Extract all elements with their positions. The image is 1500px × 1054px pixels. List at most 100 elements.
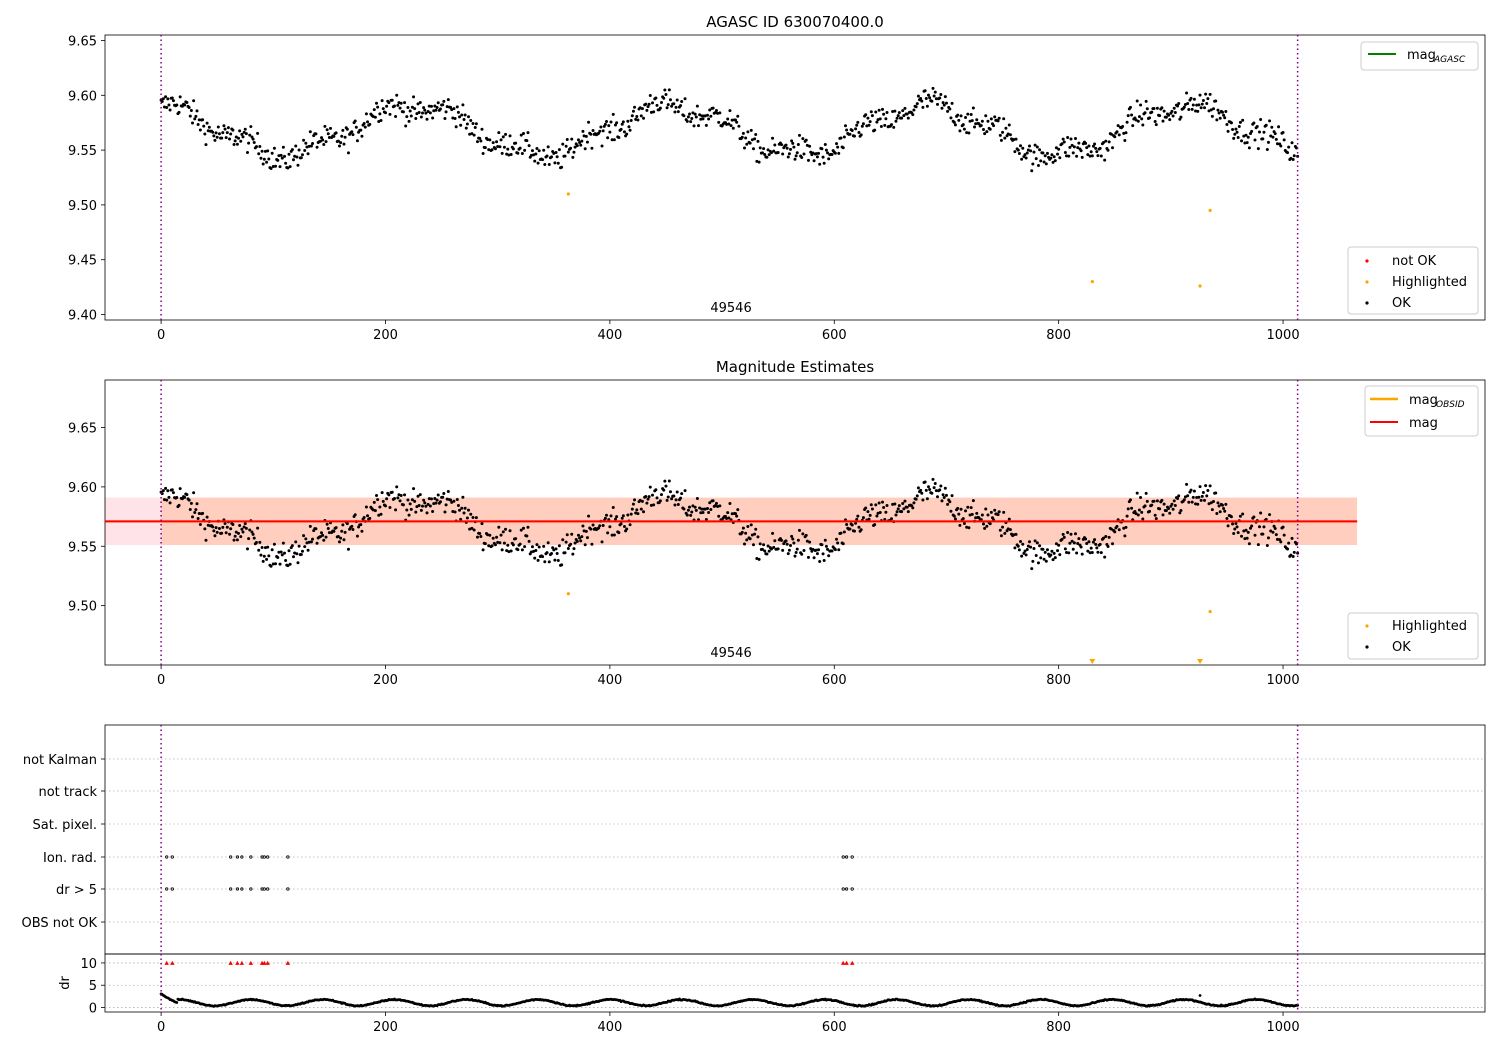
p1-ok-point (1072, 145, 1076, 149)
p1-ok-point (692, 124, 696, 128)
p2-ok-point (785, 542, 789, 546)
p2-ok-point (1088, 551, 1092, 555)
p1-ok-point (486, 137, 490, 141)
p2-legend-mag-label: mag (1409, 416, 1438, 431)
p1-ok-point (355, 139, 359, 143)
p1-ok-point (189, 109, 193, 113)
p1-ok-point (431, 116, 435, 120)
p1-ok-point (725, 122, 729, 126)
p1-ok-point (818, 162, 822, 166)
p1-ok-point (249, 125, 253, 129)
p2-ok-point (1034, 553, 1038, 557)
p2-ok-point (708, 501, 712, 505)
p1-ok-point (564, 144, 568, 148)
p2-ok-point (378, 505, 382, 509)
p1-ok-point (191, 121, 195, 125)
p2-ok-point (534, 548, 538, 552)
p2-ok-point (882, 505, 886, 509)
p2-ok-point (895, 510, 899, 514)
p2-ok-point (1208, 484, 1212, 488)
p3-ion-rad-point (249, 855, 253, 859)
p2-ok-point (626, 513, 630, 517)
p2-ok-point (266, 545, 270, 549)
p4-xtick-label: 0 (157, 1020, 165, 1035)
p1-ok-point (790, 139, 794, 143)
p2-ok-point (189, 501, 193, 505)
p1-ok-point (773, 143, 777, 147)
p1-ok-point (685, 119, 689, 123)
p1-ok-point (820, 147, 824, 151)
p1-ok-point (206, 129, 210, 133)
p2-ok-point (225, 525, 229, 529)
p1-marker-legend (1347, 246, 1479, 315)
p2-ok-point (1117, 528, 1121, 532)
p2-ok-point (1152, 499, 1156, 503)
p2-ok-point (506, 543, 510, 547)
p1-ok-point (508, 134, 512, 138)
p2-ok-point (1084, 537, 1088, 541)
p1-ok-point (290, 148, 294, 152)
p1-ok-point (645, 108, 649, 112)
p2-ok-point (1185, 482, 1189, 486)
p2-ok-point (188, 507, 192, 511)
p2-ok-point (1016, 544, 1020, 548)
p2-ok-point (529, 550, 533, 554)
p1-ok-point (185, 100, 189, 104)
p2-ok-point (443, 510, 447, 514)
p2-ok-point (502, 541, 506, 545)
p1-ok-point (235, 142, 239, 146)
p2-ok-point (839, 531, 843, 535)
p1-ok-point (351, 133, 355, 137)
p2-ok-point (1240, 534, 1244, 538)
p2-ok-point (817, 548, 821, 552)
p2-ok-point (234, 530, 238, 534)
p1-ok-point (655, 103, 659, 107)
p1-ok-point (498, 145, 502, 149)
p2-ok-point (1134, 512, 1138, 516)
p1-ok-point (997, 116, 1001, 120)
p2-ok-point (508, 529, 512, 533)
p1-ok-point (800, 155, 804, 159)
p1-ok-point (266, 149, 270, 153)
p1-legend-ok-label: OK (1392, 296, 1411, 311)
p1-ok-point (214, 131, 218, 135)
p1-ok-point (651, 101, 655, 105)
p2-ok-point (507, 550, 511, 554)
p2-ok-point (1148, 509, 1152, 513)
p2-ok-point (867, 517, 871, 521)
p4-flag-marker (285, 960, 291, 965)
p2-ok-point (417, 503, 421, 507)
p2-ok-point (557, 544, 561, 548)
p2-ok-point (161, 489, 165, 493)
p1-ok-point (961, 123, 965, 127)
p1-ok-point (1079, 149, 1083, 153)
p2-ok-point (915, 494, 919, 498)
p1-ok-point (1244, 133, 1248, 137)
p2-ok-point (672, 494, 676, 498)
p2-ok-point (820, 543, 824, 547)
p1-ok-point (587, 120, 591, 124)
p2-ok-point (930, 491, 934, 495)
p2-ok-point (376, 498, 380, 502)
p1-ok-point (734, 118, 738, 122)
p1-ok-point (377, 120, 381, 124)
chart-title-1: AGASC ID 630070400.0 (706, 13, 884, 31)
p1-ok-point (855, 123, 859, 127)
p2-ok-point (1060, 537, 1064, 541)
p2-ok-point (563, 551, 567, 555)
p1-ok-point (718, 111, 722, 115)
p2-ok-point (881, 500, 885, 504)
p2-ytick-label: 9.60 (68, 481, 97, 496)
p1-ok-point (691, 111, 695, 115)
p1-ok-point (247, 141, 251, 145)
p1-ok-point (751, 147, 755, 151)
p2-ok-point (584, 529, 588, 533)
p2-ok-point (740, 530, 744, 534)
p1-ok-point (305, 145, 309, 149)
p1-ok-point (956, 113, 960, 117)
p2-ok-point (794, 550, 798, 554)
p2-ok-point (215, 530, 219, 534)
p1-ok-point (398, 106, 402, 110)
p2-ok-point (911, 506, 915, 510)
p2-ok-point (240, 527, 244, 531)
